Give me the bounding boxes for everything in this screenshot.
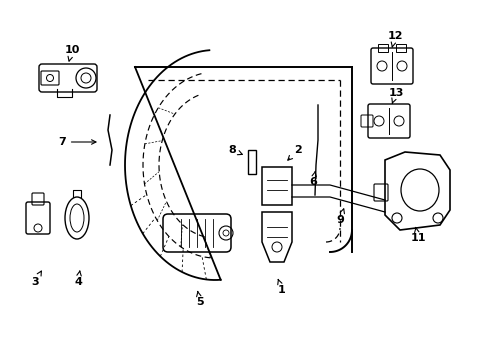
Text: 3: 3: [31, 271, 41, 287]
Text: 6: 6: [308, 171, 316, 187]
Text: 7: 7: [58, 137, 96, 147]
Text: 10: 10: [64, 45, 80, 61]
Text: 12: 12: [386, 31, 402, 47]
Text: 5: 5: [196, 291, 203, 307]
Bar: [395, 44, 405, 52]
Bar: [377, 44, 387, 52]
Text: 1: 1: [277, 279, 285, 295]
Text: 8: 8: [228, 145, 242, 155]
Text: 4: 4: [74, 271, 82, 287]
Text: 13: 13: [387, 88, 403, 103]
Text: 9: 9: [335, 209, 344, 225]
Bar: [247, 150, 256, 174]
Text: 11: 11: [409, 228, 425, 243]
Text: 2: 2: [287, 145, 301, 160]
